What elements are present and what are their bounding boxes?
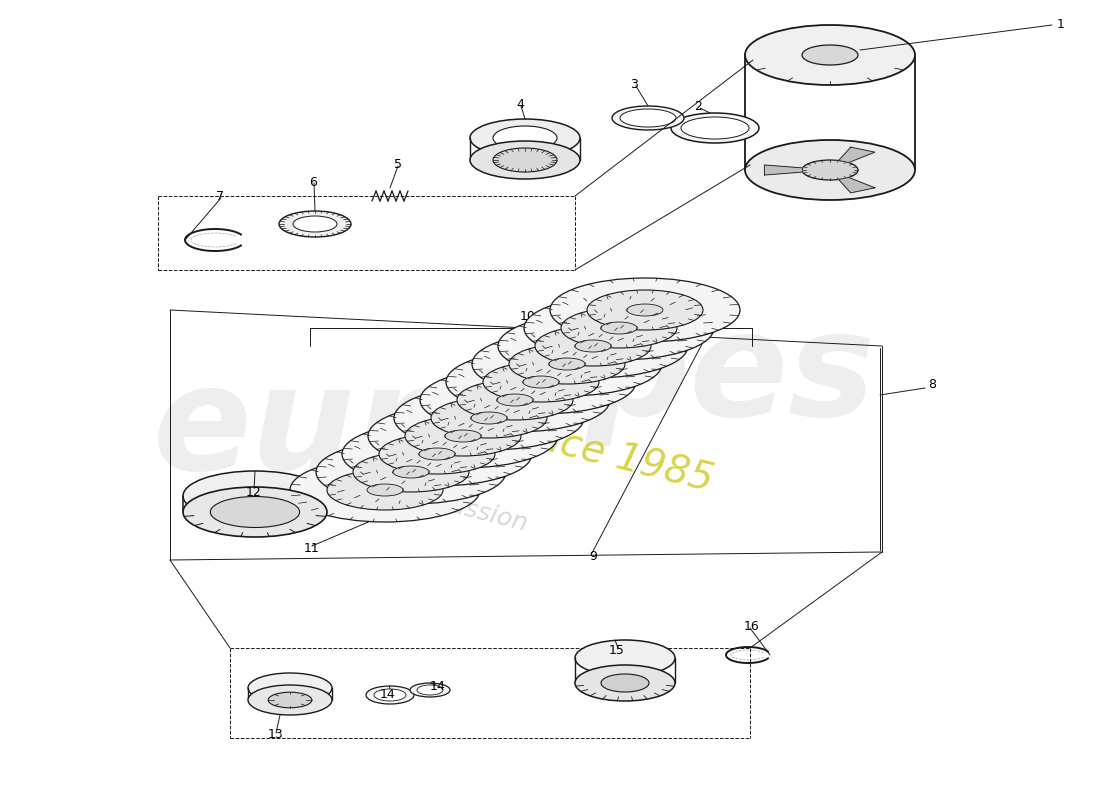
Ellipse shape: [368, 404, 558, 468]
Ellipse shape: [419, 448, 455, 460]
Text: 13: 13: [268, 729, 284, 742]
Ellipse shape: [524, 296, 714, 360]
Ellipse shape: [431, 398, 547, 438]
Text: 1: 1: [1057, 18, 1065, 31]
Text: o: o: [480, 334, 580, 475]
Ellipse shape: [470, 119, 580, 157]
Ellipse shape: [446, 430, 481, 442]
Ellipse shape: [374, 689, 406, 701]
Text: since 1985: since 1985: [503, 411, 717, 499]
Text: 15: 15: [609, 643, 625, 657]
Ellipse shape: [535, 326, 651, 366]
Ellipse shape: [393, 466, 429, 478]
Ellipse shape: [483, 362, 600, 402]
Text: 10: 10: [520, 310, 536, 322]
Ellipse shape: [550, 278, 740, 342]
Ellipse shape: [745, 140, 915, 200]
Ellipse shape: [509, 344, 625, 384]
Ellipse shape: [316, 440, 506, 504]
Ellipse shape: [420, 368, 610, 432]
Ellipse shape: [601, 674, 649, 692]
Ellipse shape: [290, 458, 480, 522]
Ellipse shape: [522, 376, 559, 388]
Ellipse shape: [248, 685, 332, 715]
Ellipse shape: [561, 308, 676, 348]
Ellipse shape: [575, 640, 675, 676]
Ellipse shape: [470, 141, 580, 179]
Ellipse shape: [612, 106, 684, 130]
Ellipse shape: [627, 304, 663, 316]
Text: 12: 12: [246, 486, 262, 498]
Ellipse shape: [575, 665, 675, 701]
Ellipse shape: [268, 692, 311, 708]
Ellipse shape: [472, 332, 662, 396]
Text: 3: 3: [630, 78, 638, 91]
Ellipse shape: [327, 470, 443, 510]
Ellipse shape: [279, 211, 351, 237]
Text: 14: 14: [381, 689, 396, 702]
Ellipse shape: [671, 113, 759, 143]
Ellipse shape: [183, 487, 327, 537]
Text: 4: 4: [516, 98, 524, 111]
Ellipse shape: [366, 686, 414, 704]
Text: 16: 16: [744, 619, 760, 633]
Ellipse shape: [745, 25, 915, 85]
Ellipse shape: [410, 683, 450, 697]
Ellipse shape: [342, 422, 532, 486]
Text: 6: 6: [309, 175, 317, 189]
Ellipse shape: [493, 126, 557, 150]
Ellipse shape: [681, 117, 749, 139]
Ellipse shape: [497, 394, 534, 406]
Text: 5: 5: [394, 158, 402, 170]
Ellipse shape: [446, 350, 636, 414]
Ellipse shape: [183, 471, 327, 521]
Ellipse shape: [379, 434, 495, 474]
Ellipse shape: [802, 45, 858, 65]
Text: 8: 8: [928, 378, 936, 391]
Ellipse shape: [601, 322, 637, 334]
Ellipse shape: [405, 416, 521, 456]
Polygon shape: [838, 178, 875, 193]
Text: 14: 14: [430, 681, 446, 694]
Text: 9: 9: [590, 550, 597, 562]
Text: pes: pes: [585, 305, 876, 446]
Polygon shape: [764, 165, 803, 175]
Ellipse shape: [293, 216, 337, 232]
Text: a passion: a passion: [409, 484, 530, 536]
Text: 2: 2: [694, 101, 702, 114]
Ellipse shape: [367, 484, 403, 496]
Ellipse shape: [549, 358, 585, 370]
Ellipse shape: [498, 314, 688, 378]
Text: 11: 11: [304, 542, 320, 554]
Text: 7: 7: [216, 190, 224, 203]
Ellipse shape: [456, 380, 573, 420]
Ellipse shape: [353, 452, 469, 492]
Ellipse shape: [575, 340, 611, 352]
Ellipse shape: [394, 386, 584, 450]
Ellipse shape: [587, 290, 703, 330]
Ellipse shape: [802, 160, 858, 180]
Text: eur: eur: [153, 359, 428, 501]
Ellipse shape: [620, 109, 676, 127]
Ellipse shape: [471, 412, 507, 424]
Ellipse shape: [210, 497, 299, 527]
Ellipse shape: [493, 148, 557, 172]
Ellipse shape: [417, 685, 443, 695]
Ellipse shape: [248, 673, 332, 703]
Polygon shape: [838, 147, 875, 162]
